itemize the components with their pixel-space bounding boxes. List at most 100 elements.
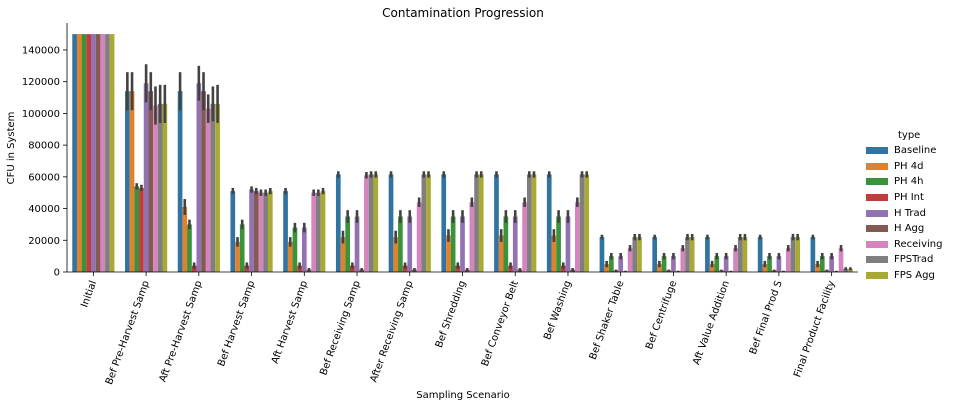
- bar: [157, 103, 163, 272]
- bar: [91, 34, 96, 272]
- bar: [474, 174, 479, 272]
- bar: [455, 265, 461, 272]
- y-tick-label: 120000: [22, 77, 60, 88]
- bar: [785, 248, 791, 272]
- bar: [441, 174, 447, 272]
- legend-label: PH Int: [894, 192, 924, 204]
- bar: [551, 235, 557, 272]
- legend-label: FPS Agg: [894, 270, 935, 282]
- x-axis: Initial Bef Pre-Harvest Samp Aft Pre-Harve…: [67, 271, 858, 386]
- y-tick-label: 140000: [22, 45, 60, 56]
- bar: [526, 174, 532, 272]
- bar: [714, 256, 720, 272]
- bar: [556, 216, 561, 272]
- bar: [795, 237, 800, 272]
- bar: [364, 175, 369, 272]
- bar: [196, 83, 202, 273]
- bar: [584, 174, 590, 272]
- legend-item: Baseline: [866, 143, 942, 159]
- bar: [95, 34, 101, 272]
- bar: [599, 237, 605, 272]
- x-tick-label: Bef Pre-Harvest Samp: [104, 279, 152, 386]
- bar: [100, 34, 106, 272]
- legend-item: Receiving: [866, 237, 942, 253]
- bar: [345, 216, 350, 272]
- bar: [671, 256, 676, 272]
- x-tick-label: Final Product Facility: [792, 279, 837, 379]
- legend-swatch: [866, 147, 888, 155]
- bar: [494, 174, 499, 272]
- y-tick-label: 40000: [28, 204, 60, 215]
- bar: [373, 174, 379, 272]
- x-tick-label: Bef Centrifuge: [644, 279, 679, 351]
- x-tick-label: Bef Receiving Samp: [318, 279, 363, 377]
- bar: [790, 237, 796, 272]
- bar: [767, 256, 772, 272]
- bar: [297, 265, 302, 272]
- chart-title: Contamination Progression: [382, 6, 544, 20]
- y-axis-label: CFU in System: [6, 112, 17, 185]
- bar: [244, 265, 250, 272]
- legend-swatch: [866, 209, 888, 217]
- bar: [848, 268, 853, 272]
- legend-swatch: [866, 225, 888, 233]
- bar: [416, 202, 422, 272]
- y-tick-label: 60000: [28, 172, 60, 183]
- bar: [148, 91, 154, 272]
- bar: [632, 237, 638, 272]
- bar: [508, 265, 513, 272]
- legend-item: FPS Agg: [866, 268, 942, 284]
- bar: [657, 264, 662, 272]
- x-tick-label: Bef Washing: [542, 279, 574, 341]
- bar: [661, 256, 667, 272]
- bar: [134, 186, 140, 272]
- bar: [757, 237, 763, 272]
- legend-swatch: [866, 194, 888, 202]
- legend-label: H Agg: [894, 223, 925, 235]
- y-axis: 0 20000 40000 60000 80000 100000 120000 140000: [22, 23, 68, 279]
- bar: [76, 34, 82, 272]
- bar: [618, 256, 624, 272]
- bar: [201, 91, 206, 272]
- bar: [652, 237, 658, 272]
- x-tick-label: Bef Final Prod S: [748, 279, 785, 356]
- bar: [810, 237, 816, 272]
- legend-label: PH 4d: [894, 160, 924, 172]
- bar: [604, 264, 609, 272]
- bar: [81, 34, 87, 272]
- legend-label: Receiving: [894, 238, 943, 250]
- bar: [815, 264, 820, 272]
- bar: [320, 191, 326, 272]
- x-axis-label: Sampling Scenario: [416, 390, 509, 401]
- bar: [143, 83, 149, 273]
- bar: [723, 256, 729, 272]
- legend-swatch: [866, 240, 888, 248]
- bar: [72, 34, 77, 272]
- bar: [105, 34, 110, 272]
- bar: [560, 265, 566, 272]
- x-tick-label: Bef Conveyor Belt: [480, 279, 521, 368]
- bar: [637, 237, 642, 272]
- bar: [843, 268, 849, 272]
- bar: [191, 265, 197, 272]
- bar: [230, 191, 236, 272]
- x-tick-label: Bef Harvest Samp: [216, 279, 257, 368]
- bar: [235, 241, 240, 272]
- bar: [316, 192, 321, 272]
- legend-title: type: [898, 130, 921, 141]
- x-tick-label: Initial: [79, 279, 99, 309]
- legend-label: PH 4h: [894, 176, 924, 188]
- bar: [267, 191, 273, 272]
- bar: [398, 216, 403, 272]
- bar: [446, 235, 451, 272]
- bar: [129, 91, 135, 272]
- bar: [680, 248, 686, 272]
- bar: [819, 256, 825, 272]
- bar: [705, 237, 710, 272]
- bar: [685, 237, 690, 272]
- bar: [311, 192, 317, 272]
- bar: [263, 192, 268, 272]
- bars-group: [72, 34, 853, 273]
- bar: [153, 105, 158, 272]
- y-tick-label: 0: [54, 268, 60, 279]
